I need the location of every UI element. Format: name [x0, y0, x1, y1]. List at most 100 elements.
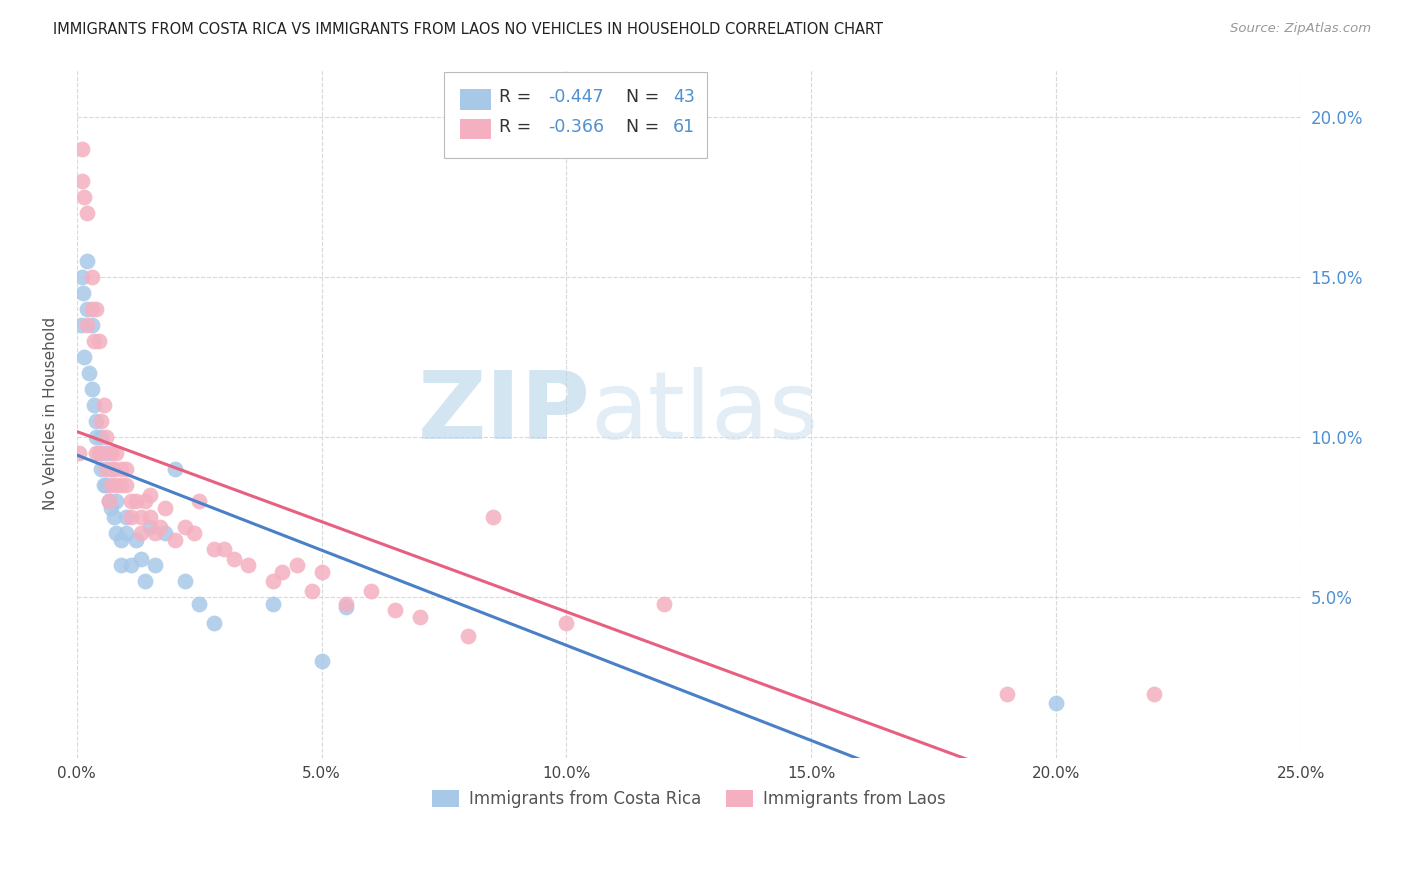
Text: 43: 43 — [673, 88, 695, 106]
Point — [129, 526, 152, 541]
Point — [69, 318, 91, 332]
Y-axis label: No Vehicles in Household: No Vehicles in Household — [44, 317, 58, 509]
Point — [153, 526, 176, 541]
Point — [97, 494, 120, 508]
Text: N =: N = — [616, 118, 665, 136]
Point — [76, 301, 98, 316]
Point — [335, 599, 357, 614]
Point — [139, 488, 162, 502]
Point — [311, 655, 333, 669]
Point — [384, 603, 406, 617]
Point — [652, 597, 675, 611]
Point — [202, 615, 225, 630]
Point — [83, 334, 105, 348]
Point — [139, 510, 162, 524]
Point — [76, 253, 98, 268]
Point — [995, 687, 1018, 701]
Point — [120, 510, 142, 524]
Point — [100, 446, 122, 460]
Point — [482, 510, 505, 524]
Point — [96, 430, 118, 444]
Point — [103, 510, 125, 524]
Point — [103, 462, 125, 476]
Point — [110, 533, 132, 547]
Point — [238, 558, 260, 573]
Point — [555, 615, 578, 630]
Point — [360, 584, 382, 599]
Point — [114, 510, 136, 524]
Point — [408, 609, 430, 624]
Point — [110, 462, 132, 476]
Text: -0.366: -0.366 — [548, 118, 605, 136]
Point — [335, 597, 357, 611]
Text: ZIP: ZIP — [418, 368, 591, 459]
Point — [73, 350, 96, 364]
Point — [87, 446, 110, 460]
Point — [70, 142, 93, 156]
Point — [188, 494, 211, 508]
Point — [77, 366, 100, 380]
Point — [457, 629, 479, 643]
Point — [70, 269, 93, 284]
Point — [120, 558, 142, 573]
Text: N =: N = — [616, 88, 665, 106]
Point — [93, 478, 115, 492]
Text: 61: 61 — [673, 118, 695, 136]
Point — [105, 446, 128, 460]
Point — [139, 520, 162, 534]
Point — [163, 533, 186, 547]
Point — [76, 206, 98, 220]
Point — [1045, 696, 1067, 710]
Point — [90, 414, 112, 428]
Point — [262, 574, 284, 589]
Text: IMMIGRANTS FROM COSTA RICA VS IMMIGRANTS FROM LAOS NO VEHICLES IN HOUSEHOLD CORR: IMMIGRANTS FROM COSTA RICA VS IMMIGRANTS… — [53, 22, 883, 37]
Point — [83, 398, 105, 412]
Text: atlas: atlas — [591, 368, 820, 459]
Point — [67, 446, 90, 460]
Point — [262, 597, 284, 611]
Point — [93, 398, 115, 412]
Point — [124, 533, 146, 547]
Text: Source: ZipAtlas.com: Source: ZipAtlas.com — [1230, 22, 1371, 36]
Point — [120, 494, 142, 508]
Point — [105, 478, 128, 492]
Point — [183, 526, 205, 541]
Point — [114, 526, 136, 541]
Point — [87, 334, 110, 348]
Point — [1143, 687, 1166, 701]
Point — [134, 574, 156, 589]
Point — [90, 430, 112, 444]
Point — [153, 500, 176, 515]
Point — [70, 174, 93, 188]
Legend: Immigrants from Costa Rica, Immigrants from Laos: Immigrants from Costa Rica, Immigrants f… — [426, 783, 952, 814]
Point — [80, 318, 103, 332]
Point — [285, 558, 308, 573]
Point — [86, 446, 108, 460]
Point — [90, 462, 112, 476]
Point — [114, 462, 136, 476]
Point — [86, 430, 108, 444]
Point — [110, 558, 132, 573]
Point — [212, 542, 235, 557]
Point — [100, 500, 122, 515]
Point — [105, 526, 128, 541]
Point — [96, 478, 118, 492]
Point — [129, 510, 152, 524]
Point — [129, 552, 152, 566]
Point — [202, 542, 225, 557]
Point — [80, 382, 103, 396]
Point — [72, 285, 94, 300]
Point — [96, 462, 118, 476]
Point — [173, 574, 195, 589]
Point — [97, 494, 120, 508]
Point — [86, 301, 108, 316]
Point — [311, 565, 333, 579]
Point — [173, 520, 195, 534]
Text: R =: R = — [499, 88, 537, 106]
Point — [76, 318, 98, 332]
Point — [105, 494, 128, 508]
Point — [110, 478, 132, 492]
Point — [163, 462, 186, 476]
Point — [143, 526, 166, 541]
Point — [271, 565, 294, 579]
